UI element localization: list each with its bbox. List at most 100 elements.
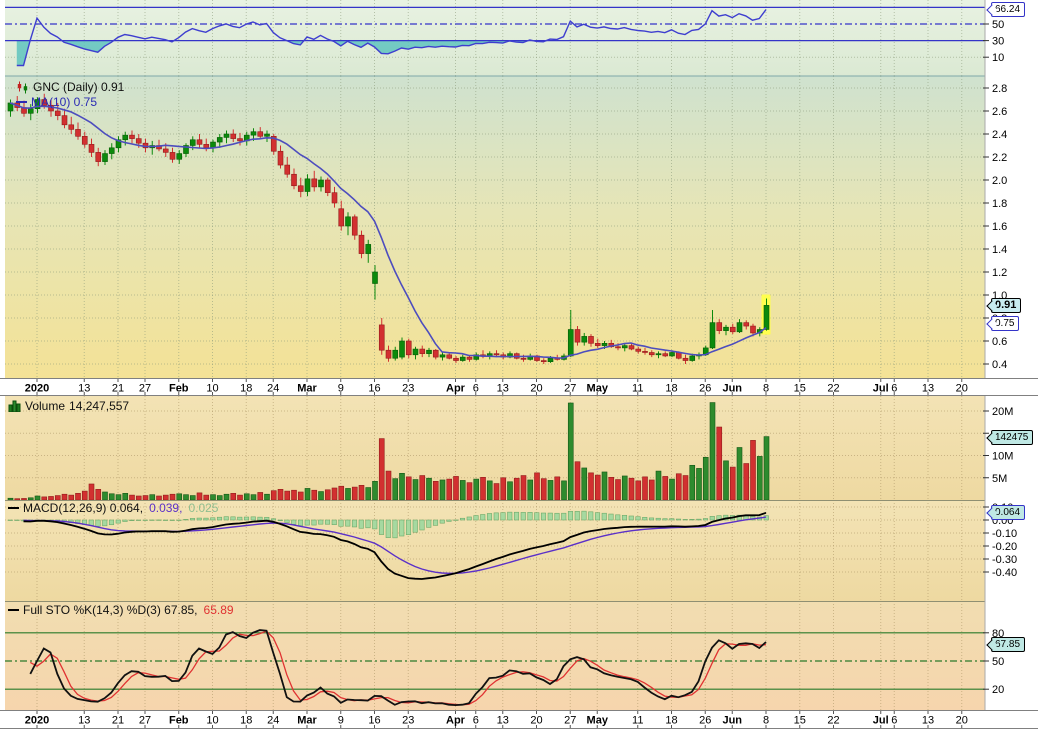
svg-text:Apr: Apr	[446, 383, 466, 395]
volume-bars-icon	[8, 400, 21, 412]
svg-text:21: 21	[112, 383, 124, 395]
sto-header: Full STO %K(14,3) %D(3) 67.85, 65.89	[8, 603, 234, 617]
svg-text:27: 27	[139, 715, 151, 727]
svg-text:13: 13	[922, 715, 934, 727]
svg-text:15: 15	[794, 715, 806, 727]
svg-text:18: 18	[240, 383, 252, 395]
sto-plot	[5, 629, 985, 707]
svg-text:-0.10: -0.10	[992, 528, 1017, 540]
svg-text:27: 27	[139, 383, 151, 395]
svg-text:2.2: 2.2	[992, 152, 1007, 164]
svg-text:8: 8	[763, 715, 769, 727]
svg-text:2.6: 2.6	[992, 106, 1007, 118]
ma-label: MA(10) 0.75	[31, 95, 98, 109]
svg-text:22: 22	[827, 715, 839, 727]
price-header: GNC (Daily) 0.91	[16, 80, 124, 94]
ma-value-tag: 0.75	[991, 316, 1020, 331]
svg-text:0.4: 0.4	[992, 359, 1007, 371]
sto-d-value: 65.89	[203, 603, 234, 617]
rsi-value-tag: 66.24	[991, 2, 1026, 17]
ma-legend: MA(10) 0.75	[16, 95, 97, 109]
svg-text:18: 18	[665, 383, 677, 395]
volume-value: 14,247,557	[69, 399, 130, 413]
svg-text:30: 30	[992, 36, 1004, 48]
svg-text:May: May	[587, 383, 609, 395]
svg-text:Jun: Jun	[722, 383, 742, 395]
macd-value-tag: 0.064	[991, 505, 1026, 520]
macd-line-swatch	[8, 507, 19, 509]
candlestick-icon	[17, 81, 28, 93]
svg-text:23: 23	[402, 383, 414, 395]
svg-text:23: 23	[402, 715, 414, 727]
ma-line-swatch	[16, 101, 27, 103]
svg-text:-0.40: -0.40	[992, 567, 1017, 579]
svg-text:9: 9	[338, 383, 344, 395]
svg-text:13: 13	[497, 383, 509, 395]
svg-text:10: 10	[206, 715, 218, 727]
svg-text:0.6: 0.6	[992, 336, 1007, 348]
sto-label: Full STO %K(14,3) %D(3) 67.85,	[23, 603, 198, 617]
svg-text:Apr: Apr	[446, 715, 466, 727]
svg-text:20: 20	[530, 715, 542, 727]
macd-signal-value: 0.039,	[149, 501, 183, 515]
svg-text:26: 26	[699, 383, 711, 395]
svg-text:20: 20	[530, 383, 542, 395]
svg-text:6: 6	[473, 715, 479, 727]
svg-text:6: 6	[891, 715, 897, 727]
svg-text:2.0: 2.0	[992, 175, 1007, 187]
sto-line-swatch	[8, 609, 19, 611]
svg-text:11: 11	[632, 383, 643, 395]
svg-text:11: 11	[632, 715, 643, 727]
svg-text:2.8: 2.8	[992, 83, 1007, 95]
macd-hist-value: 0.025	[188, 501, 219, 515]
svg-text:-0.30: -0.30	[992, 554, 1017, 566]
svg-text:Feb: Feb	[169, 383, 189, 395]
svg-text:1.6: 1.6	[992, 221, 1007, 233]
svg-text:10: 10	[992, 52, 1004, 64]
svg-text:10: 10	[206, 383, 218, 395]
svg-text:May: May	[587, 715, 609, 727]
svg-text:20: 20	[992, 684, 1004, 696]
svg-text:20: 20	[956, 715, 968, 727]
svg-text:15: 15	[794, 383, 806, 395]
volume-label: Volume	[25, 399, 66, 413]
svg-text:18: 18	[665, 715, 677, 727]
svg-text:Jul: Jul	[873, 715, 889, 727]
svg-text:1.8: 1.8	[992, 198, 1007, 210]
svg-text:22: 22	[827, 383, 839, 395]
sto-value-tag: 67.85	[991, 637, 1026, 652]
volume-value-tag: 142475	[991, 430, 1034, 445]
svg-text:26: 26	[699, 715, 711, 727]
svg-text:Feb: Feb	[169, 715, 189, 727]
svg-text:24: 24	[267, 715, 279, 727]
svg-text:6: 6	[891, 383, 897, 395]
svg-text:27: 27	[564, 715, 576, 727]
svg-text:5M: 5M	[992, 473, 1007, 485]
svg-text:50: 50	[992, 19, 1004, 31]
svg-text:2020: 2020	[25, 383, 49, 395]
svg-text:13: 13	[78, 715, 90, 727]
svg-text:8: 8	[763, 383, 769, 395]
svg-text:9: 9	[338, 715, 344, 727]
svg-text:Mar: Mar	[297, 383, 317, 395]
svg-text:1.4: 1.4	[992, 244, 1007, 256]
svg-text:2.4: 2.4	[992, 129, 1007, 141]
macd-header: MACD(12,26,9) 0.064, 0.039, 0.025	[8, 501, 218, 515]
macd-label: MACD(12,26,9) 0.064,	[23, 501, 144, 515]
svg-text:16: 16	[368, 383, 380, 395]
svg-text:27: 27	[564, 383, 576, 395]
svg-text:2020: 2020	[25, 715, 49, 727]
volume-header: Volume 14,247,557	[8, 399, 129, 413]
macd-plot	[7, 510, 769, 580]
svg-text:10M: 10M	[992, 451, 1013, 463]
candles	[7, 93, 771, 364]
svg-text:18: 18	[240, 715, 252, 727]
svg-text:Mar: Mar	[297, 715, 317, 727]
svg-text:20M: 20M	[992, 406, 1013, 418]
svg-text:1.2: 1.2	[992, 267, 1007, 279]
last-price-tag: 0.91	[991, 298, 1022, 313]
svg-text:24: 24	[267, 383, 279, 395]
symbol-title: GNC (Daily) 0.91	[33, 80, 125, 94]
